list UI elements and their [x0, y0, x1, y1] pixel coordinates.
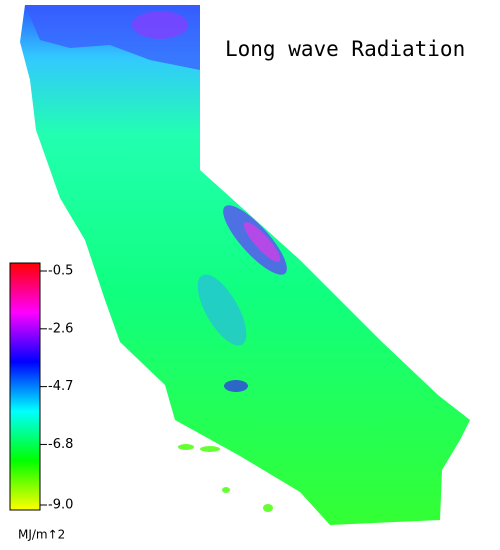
colorbar-tick-label: -4.7: [48, 379, 73, 394]
island: [200, 446, 220, 452]
map-title: Long wave Radiation: [225, 37, 465, 61]
sierra-peaks: [243, 222, 281, 262]
unit-label: MJ/m↑2: [18, 528, 65, 542]
color-legend: MJ/m↑2 -0.5 -2.6 -4.7 -6.8 -9.0: [9, 262, 73, 542]
island: [178, 444, 194, 450]
island: [263, 504, 273, 512]
south-valley-spot: [224, 380, 248, 392]
colorbar-tick-label: -0.5: [48, 264, 73, 279]
colorbar: [9, 262, 41, 511]
california-map: [20, 5, 470, 525]
colorbar-tick-label: -9.0: [48, 498, 73, 513]
north-peak-region: [132, 11, 188, 39]
valley-region: [197, 274, 247, 346]
colorbar-tick-label: -2.6: [48, 321, 73, 336]
colorbar-tick-label: -6.8: [48, 437, 73, 452]
state-shape: [20, 5, 470, 525]
island: [222, 487, 230, 493]
